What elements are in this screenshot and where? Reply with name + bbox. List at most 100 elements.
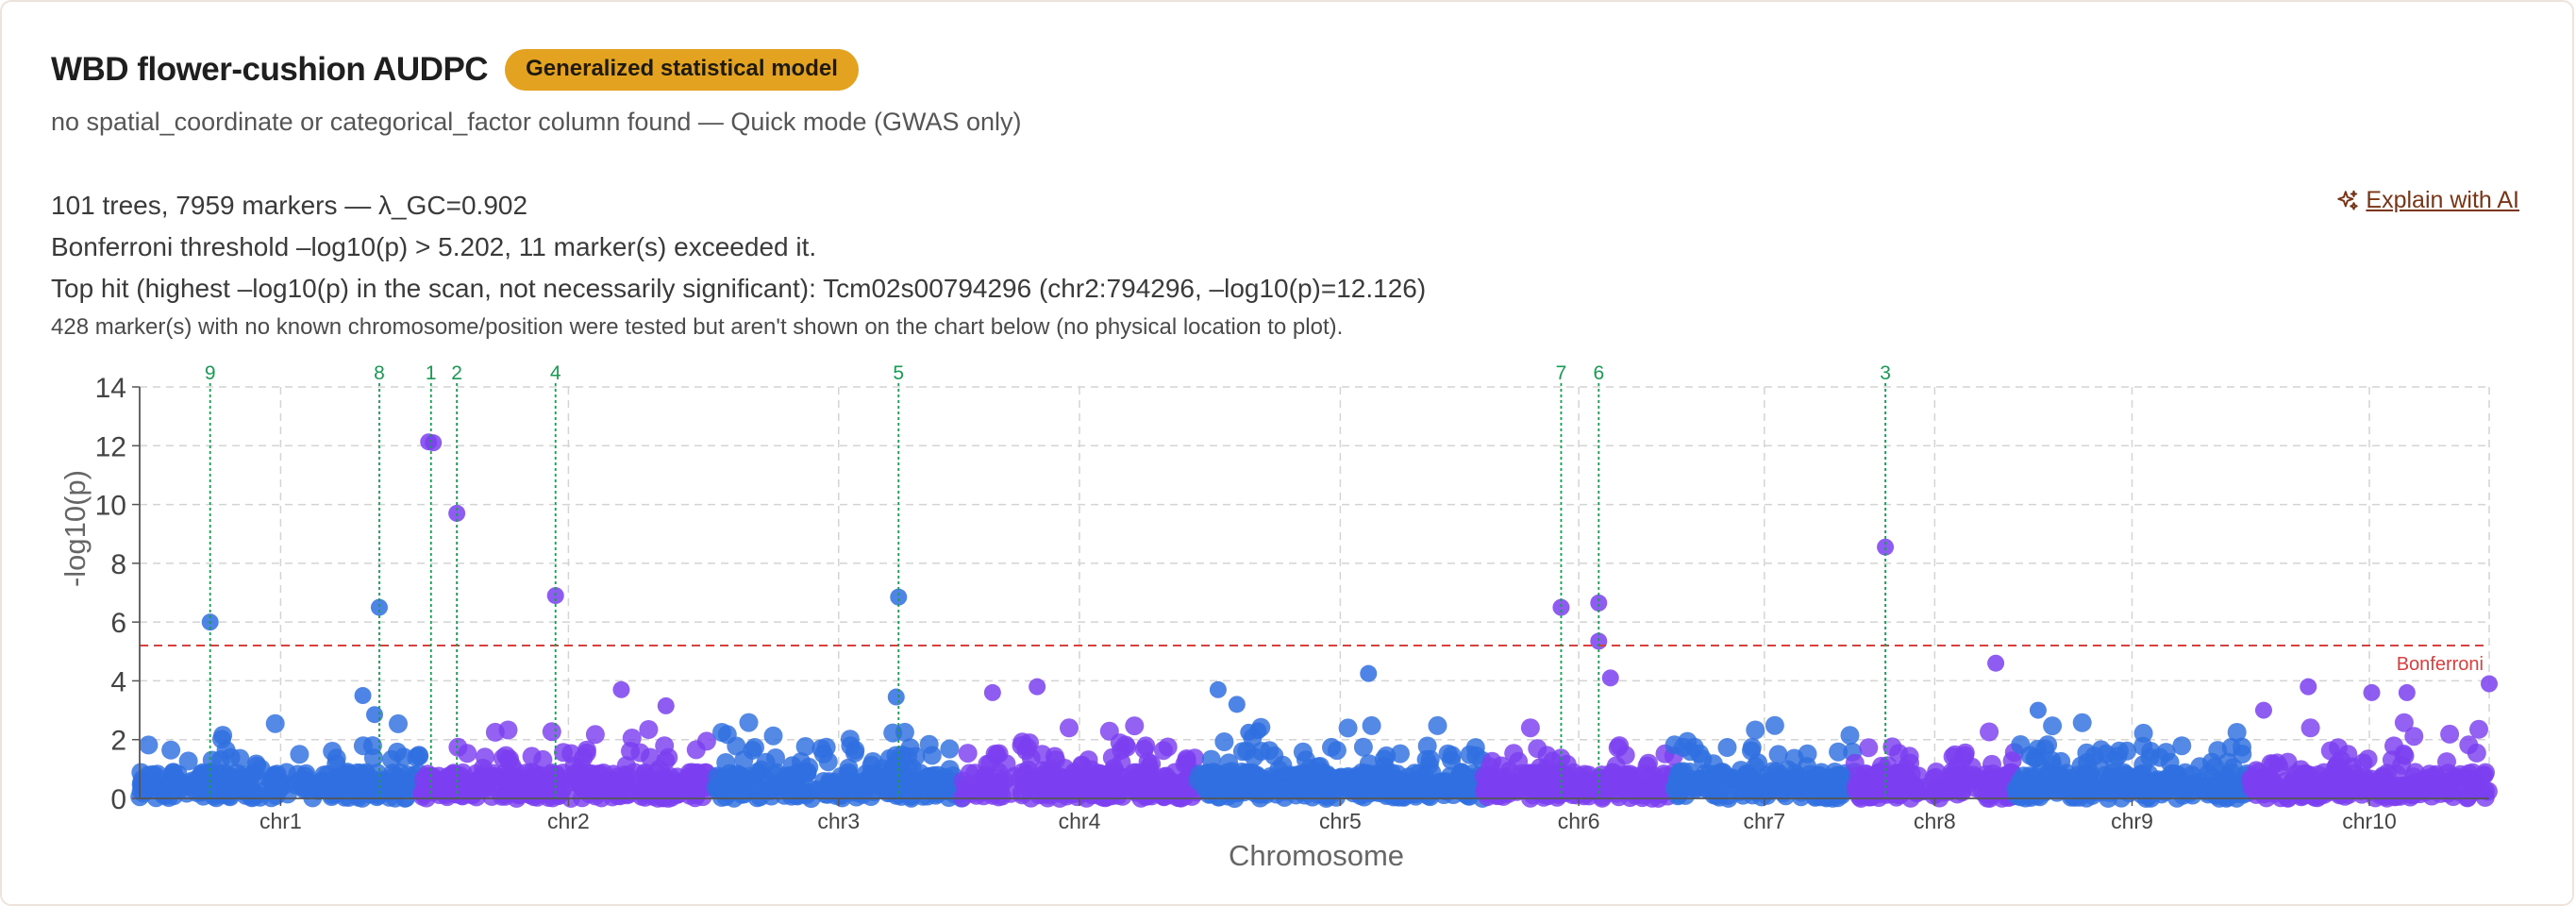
marker-point: [1001, 783, 1021, 803]
marker-point: [1582, 779, 1602, 798]
marker-point: [2233, 745, 2252, 764]
marker-point: [1601, 669, 1619, 687]
marker-point: [1108, 785, 1128, 805]
marker-point: [2300, 718, 2320, 738]
hit-label: 8: [374, 362, 385, 384]
marker-point: [139, 735, 159, 755]
marker-point: [1859, 738, 1879, 758]
marker-point: [956, 780, 976, 800]
marker-point: [1982, 769, 2001, 789]
marker-point: [1246, 765, 1266, 785]
marker-point: [887, 688, 905, 706]
marker-point: [811, 739, 831, 759]
marker-point: [171, 776, 191, 796]
hit-label: 1: [426, 362, 437, 384]
marker-point: [1829, 742, 1848, 762]
marker-point: [1338, 718, 1358, 738]
marker-point: [739, 713, 759, 732]
marker-point: [2141, 775, 2161, 794]
marker-point: [370, 598, 388, 616]
marker-point: [1276, 780, 1296, 799]
marker-point: [2473, 766, 2493, 785]
marker-point: [1768, 745, 1788, 764]
marker-point: [1602, 763, 1622, 782]
marker-point: [2203, 768, 2223, 788]
marker-point: [1012, 736, 1031, 755]
marker-point: [2172, 736, 2192, 756]
marker-point: [1442, 746, 1462, 765]
marker-point: [2249, 772, 2268, 792]
marker-point: [577, 743, 596, 763]
marker-point: [2100, 768, 2120, 788]
marker-point: [1360, 664, 1378, 682]
marker-point: [1136, 736, 1156, 756]
marker-point: [1899, 775, 1918, 795]
marker-point: [1112, 740, 1131, 760]
marker-point: [1219, 753, 1239, 773]
marker-point: [476, 747, 494, 767]
marker-point: [919, 734, 939, 754]
explain-with-ai-link[interactable]: Explain with AI: [2335, 187, 2519, 214]
marker-point: [1933, 782, 1953, 802]
marker-point: [154, 777, 174, 797]
x-tick-label: chr2: [547, 809, 590, 833]
y-tick-label: 8: [110, 549, 126, 580]
marker-point: [2029, 701, 2047, 719]
marker-point: [1137, 786, 1157, 806]
marker-point: [265, 713, 285, 733]
marker-point: [1520, 718, 1540, 738]
summary-line-threshold: Bonferroni threshold –log10(p) > 5.202, …: [51, 232, 817, 261]
marker-point: [791, 764, 811, 784]
marker-point: [1703, 754, 1723, 774]
marker-point: [337, 780, 357, 800]
marker-point: [1004, 766, 1024, 786]
marker-point: [2038, 735, 2058, 755]
hit-label: 9: [205, 362, 216, 384]
summary-line-markers: 101 trees, 7959 markers — λ_GC=0.902: [51, 191, 528, 220]
marker-point: [1295, 785, 1314, 805]
marker-point: [1090, 770, 1110, 790]
marker-point: [1029, 678, 1046, 696]
scan-summary: 101 trees, 7959 markers — λ_GC=0.902 Bon…: [51, 189, 1426, 347]
marker-point: [2164, 773, 2183, 793]
marker-point: [1388, 785, 1408, 805]
marker-point: [1214, 732, 1234, 751]
marker-point: [201, 763, 221, 782]
marker-point: [1823, 784, 1843, 804]
marker-point: [639, 720, 659, 739]
marker-point: [1460, 745, 1480, 764]
marker-point: [1413, 768, 1432, 788]
marker-point: [1673, 737, 1693, 757]
marker-point: [1330, 775, 1350, 795]
marker-point: [498, 750, 518, 770]
marker-point: [448, 504, 466, 522]
marker-point: [1125, 716, 1145, 736]
marker-point: [1222, 767, 1242, 787]
bonferroni-label: Bonferroni: [2397, 654, 2484, 675]
marker-point: [989, 763, 1009, 782]
marker-point: [425, 434, 443, 452]
hit-label: 5: [893, 362, 904, 384]
marker-point: [1256, 784, 1276, 804]
marker-point: [2441, 781, 2461, 801]
marker-point: [425, 769, 444, 789]
marker-point: [2078, 766, 2098, 786]
marker-point: [1746, 757, 1765, 777]
marker-point: [1391, 744, 1410, 763]
marker-point: [1966, 770, 1986, 790]
explain-label: Explain with AI: [2366, 187, 2519, 213]
marker-point: [1480, 757, 1499, 777]
marker-point: [1840, 726, 1860, 746]
marker-point: [1509, 751, 1529, 771]
x-tick-label: chr6: [1558, 809, 1600, 833]
marker-point: [1877, 538, 1895, 556]
marker-point: [212, 730, 231, 749]
marker-point: [1534, 774, 1554, 794]
marker-point: [766, 748, 785, 767]
marker-point: [687, 785, 707, 805]
marker-point: [2034, 773, 2054, 793]
marker-point: [1209, 680, 1227, 698]
y-tick-label: 4: [110, 666, 126, 697]
marker-point: [716, 753, 736, 772]
